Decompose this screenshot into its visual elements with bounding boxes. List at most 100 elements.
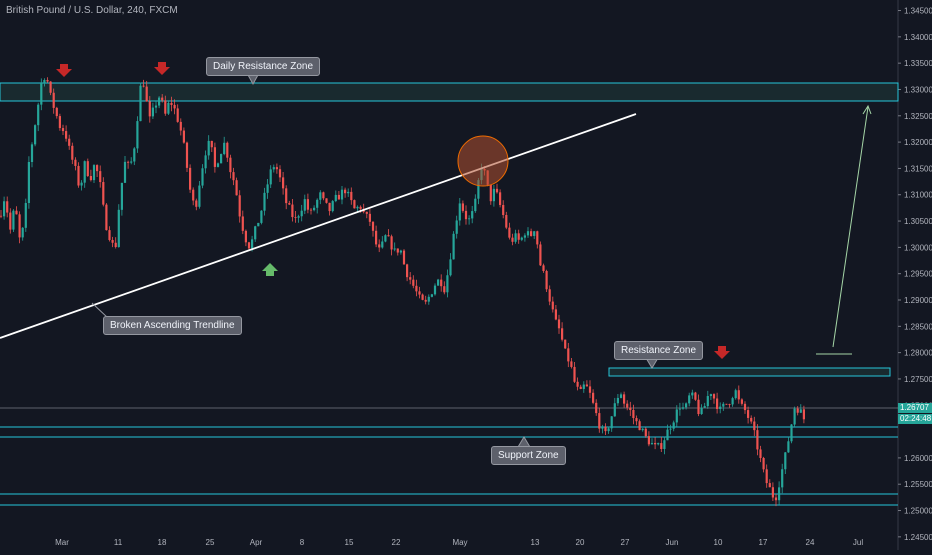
candle-body	[182, 130, 185, 143]
candle-body	[68, 138, 71, 146]
candle-body	[464, 210, 468, 220]
candle-body	[229, 157, 232, 173]
candle-body	[331, 201, 334, 212]
candle-body	[235, 180, 238, 196]
candle-body	[716, 398, 719, 409]
candle-body	[238, 195, 241, 217]
x-tick-label: 17	[759, 538, 768, 547]
y-tick-label: 1.32500	[904, 112, 932, 121]
candle-body	[740, 399, 743, 404]
candle-body	[495, 188, 499, 193]
candle-body	[254, 226, 257, 240]
candle-body	[719, 406, 722, 409]
candle-body	[378, 244, 381, 248]
highlight-circle[interactable]	[457, 135, 509, 187]
candle-body	[669, 428, 672, 430]
candle-body	[142, 85, 145, 87]
resistance-zone-callout[interactable]: Resistance Zone	[614, 341, 704, 360]
candle-body	[517, 233, 520, 240]
candle-body	[37, 104, 40, 126]
candle-body	[303, 199, 306, 211]
y-tick-label: 1.33500	[904, 59, 932, 68]
candle-body	[216, 163, 220, 167]
resistance-zone[interactable]	[608, 367, 891, 377]
daily-resistance-callout[interactable]: Daily Resistance Zone	[206, 57, 321, 76]
candle-body	[647, 436, 650, 445]
candle-body	[691, 392, 694, 396]
candle-body	[74, 159, 77, 166]
candle-body	[285, 188, 288, 204]
candle-body	[499, 192, 502, 205]
candle-body	[799, 409, 802, 413]
candle-body	[557, 319, 561, 329]
candle-body	[582, 384, 585, 389]
candle-body	[204, 155, 207, 169]
candle-body	[167, 102, 170, 114]
daily-resistance-zone[interactable]	[0, 82, 899, 102]
candle-body	[697, 399, 700, 415]
x-tick-label: Apr	[250, 538, 263, 547]
countdown-tag: 02:24:48	[898, 414, 932, 424]
y-tick-label: 1.24500	[904, 533, 932, 542]
candle-body	[154, 105, 158, 108]
arrow-up-icon	[262, 263, 278, 276]
candle-body	[458, 203, 461, 221]
candle-body	[266, 184, 269, 193]
candle-body	[309, 209, 313, 211]
candle-body	[390, 236, 393, 250]
candle-body	[700, 407, 703, 415]
candle-body	[455, 220, 458, 234]
candle-body	[49, 81, 52, 93]
candle-body	[737, 390, 740, 400]
candle-body	[381, 241, 384, 248]
y-tick-label: 1.30500	[904, 217, 932, 226]
candle-body	[207, 140, 210, 156]
candle-body	[40, 83, 43, 105]
candle-body	[452, 233, 455, 260]
candle-body	[402, 250, 406, 265]
candle-body	[542, 265, 545, 271]
candle-body	[474, 198, 477, 212]
candle-body	[161, 97, 164, 101]
arrow-down-icon	[714, 346, 730, 359]
candle-body	[712, 394, 716, 399]
candle-body	[703, 406, 706, 408]
candle-body	[251, 239, 254, 249]
x-tick-label: 15	[345, 538, 354, 547]
candle-body	[176, 108, 179, 122]
candle-body	[650, 443, 654, 445]
candle-body	[635, 418, 638, 422]
trendline-callout-pointer	[91, 302, 109, 319]
callout-pointer	[247, 74, 259, 86]
candle-body	[657, 443, 660, 445]
candle-body	[92, 165, 96, 181]
price-axis[interactable]	[898, 0, 932, 550]
ascending-trendline[interactable]	[0, 113, 637, 339]
y-tick-label: 1.32000	[904, 138, 932, 147]
candle-body	[554, 309, 557, 320]
candle-body	[548, 289, 551, 302]
candle-body	[412, 279, 415, 286]
support-zone-callout[interactable]: Support Zone	[491, 446, 566, 465]
candle-body	[368, 213, 371, 222]
candle-body	[598, 413, 601, 429]
candle-body	[241, 216, 244, 231]
candle-body	[55, 107, 58, 117]
candle-body	[319, 192, 322, 200]
candle-body	[666, 429, 669, 441]
candle-body	[588, 386, 592, 393]
x-tick-label: 27	[621, 538, 630, 547]
y-tick-label: 1.31000	[904, 191, 932, 200]
candle-body	[173, 104, 176, 109]
candle-body	[567, 348, 570, 362]
candle-body	[80, 182, 83, 186]
candle-body	[89, 176, 92, 181]
candle-body	[796, 408, 799, 413]
trendline-callout[interactable]: Broken Ascending Trendline	[103, 316, 242, 335]
candle-body	[96, 165, 99, 172]
candle-body	[675, 409, 678, 423]
candle-body	[644, 428, 647, 437]
projection-arrow-line[interactable]	[832, 106, 869, 348]
callout-pointer	[517, 436, 531, 448]
